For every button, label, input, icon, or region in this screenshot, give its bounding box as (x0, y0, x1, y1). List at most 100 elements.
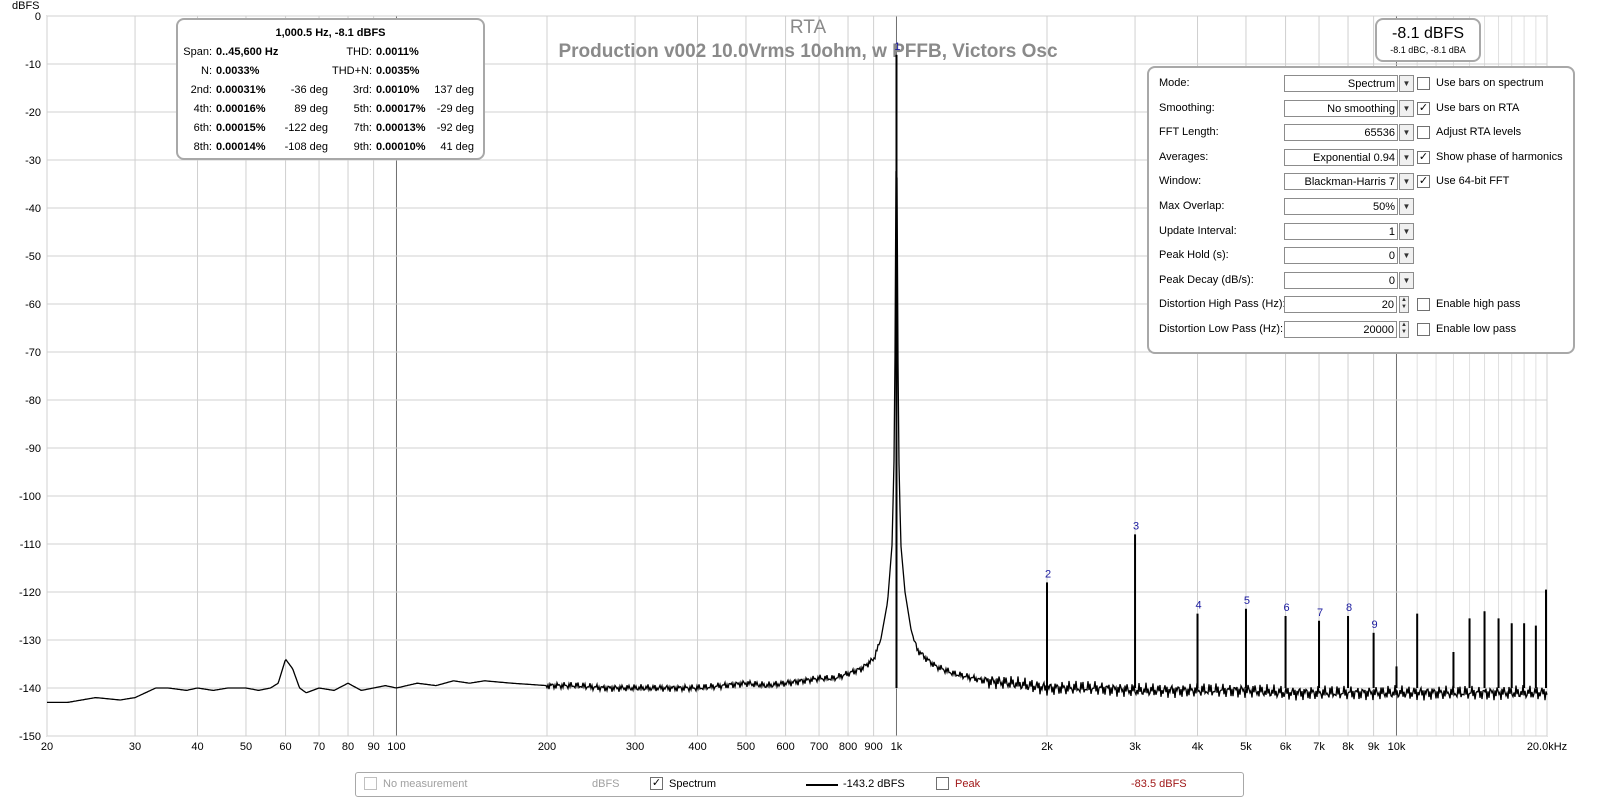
spinner-arrows-icon[interactable]: ▲ ▼ (1399, 321, 1409, 338)
spinner-arrows-icon[interactable]: ▲ ▼ (1399, 296, 1409, 314)
harmonic-marker-label: 3 (1133, 520, 1139, 532)
setting-dropdown[interactable]: No smoothing (1284, 99, 1398, 117)
chevron-down-icon[interactable]: ▼ (1399, 198, 1414, 215)
setting-dropdown[interactable]: 0 (1284, 271, 1398, 289)
harmonic-level: 0.00016% (216, 103, 266, 115)
x-tick-label: 8k (1342, 741, 1354, 753)
spectrum-checkbox[interactable]: ✓ (650, 777, 663, 790)
x-tick-label: 2k (1041, 741, 1053, 753)
setting-dropdown[interactable]: Spectrum (1284, 75, 1398, 92)
harmonic-phase: 137 deg (434, 84, 474, 96)
distortion-info-panel[interactable]: 1,000.5 Hz, -8.1 dBFS Span: 0..45,600 Hz… (176, 18, 485, 160)
settings-checkbox[interactable] (1417, 77, 1430, 90)
x-tick-label: 6k (1280, 741, 1292, 753)
x-tick-label: 9k (1368, 741, 1380, 753)
x-tick-label: 500 (737, 741, 755, 753)
chevron-down-icon[interactable]: ▼ (1399, 271, 1414, 289)
x-tick-label: 4k (1192, 741, 1204, 753)
harmonic-marker-label: 1 (894, 41, 900, 53)
y-tick-label: -120 (19, 587, 41, 599)
peak-label: Peak (955, 778, 981, 790)
y-tick-label: -80 (25, 395, 41, 407)
harmonic-marker-label: 7 (1317, 607, 1323, 619)
checkbox-label: Use 64-bit FFT (1436, 175, 1510, 188)
x-tick-label: 7k (1313, 741, 1325, 753)
noise-label: N: (201, 65, 212, 77)
setting-dropdown[interactable]: 0 (1284, 247, 1398, 265)
harmonic-marker-label: 2 (1045, 568, 1051, 580)
chevron-down-icon[interactable]: ▼ (1399, 173, 1414, 191)
harmonic-phase: 41 deg (440, 141, 474, 153)
setting-label: Window: (1159, 175, 1202, 188)
harmonic-phase: -108 deg (284, 141, 328, 153)
settings-checkbox[interactable] (1417, 298, 1430, 312)
x-tick-label: 300 (626, 741, 644, 753)
harmonic-marker-label: 8 (1346, 602, 1352, 614)
checkbox-label: Enable low pass (1436, 323, 1517, 335)
setting-label: Max Overlap: (1159, 200, 1225, 212)
harmonic-label: 7th: (353, 122, 372, 134)
spectrum-label: Spectrum (669, 778, 717, 790)
x-tick-label: 60 (279, 741, 291, 753)
setting-spinner-input[interactable]: 20 (1284, 296, 1397, 314)
settings-checkbox[interactable] (1417, 323, 1430, 336)
y-tick-label: -150 (19, 731, 41, 743)
x-tick-label: 70 (313, 741, 325, 753)
harmonic-label: 6th: (193, 122, 212, 134)
chevron-down-icon[interactable]: ▼ (1399, 75, 1414, 92)
chart-title: RTA (790, 17, 827, 38)
chevron-down-icon[interactable]: ▼ (1399, 124, 1414, 142)
y-tick-label: -130 (19, 635, 41, 647)
harmonic-label: 5th: (353, 103, 372, 115)
y-tick-label: -50 (25, 251, 41, 263)
x-tick-label: 100 (387, 741, 405, 753)
setting-label: Distortion Low Pass (Hz): (1159, 323, 1284, 335)
harmonic-level: 0.00017% (376, 103, 426, 115)
harmonic-level: 0.00013% (376, 122, 426, 134)
chevron-down-icon[interactable]: ▼ (1399, 148, 1414, 166)
y-tick-label: -20 (25, 107, 41, 119)
chevron-down-icon[interactable]: ▼ (1399, 247, 1414, 265)
settings-checkbox[interactable] (1417, 126, 1430, 140)
chevron-down-icon[interactable]: ▼ (1399, 99, 1414, 117)
y-tick-label: -110 (20, 539, 41, 551)
setting-dropdown[interactable]: 50% (1284, 198, 1398, 215)
chevron-down-icon[interactable]: ▼ (1399, 222, 1414, 240)
harmonic-level: 0.00010% (376, 141, 426, 153)
level-main: -8.1 dBFS (1391, 25, 1465, 42)
y-tick-label: -90 (25, 443, 41, 455)
settings-checkbox[interactable]: ✓ (1417, 150, 1430, 164)
x-tick-label: 900 (864, 741, 882, 753)
peak-checkbox[interactable] (936, 777, 949, 790)
x-tick-label: 30 (129, 741, 141, 753)
chart-subtitle: Production v002 10.0Vrms 10ohm, w PFFB, … (558, 41, 1058, 62)
settings-checkbox[interactable]: ✓ (1417, 175, 1430, 189)
span-value: 0..45,600 Hz (216, 46, 279, 58)
setting-dropdown[interactable]: 1 (1284, 222, 1398, 240)
checkbox-label: Use bars on RTA (1436, 101, 1520, 114)
span-label: Span: (183, 46, 212, 58)
harmonic-level: 0.00015% (216, 122, 266, 134)
thdn-value: 0.0035% (376, 65, 420, 77)
x-tick-label: 200 (538, 741, 556, 753)
checkbox-label: Show phase of harmonics (1436, 150, 1563, 163)
x-tick-label: 90 (367, 741, 379, 753)
fundamental-readout: 1,000.5 Hz, -8.1 dBFS (275, 27, 386, 39)
x-tick-label: 10k (1388, 741, 1406, 753)
setting-label: Distortion High Pass (Hz): (1159, 298, 1286, 311)
x-tick-label: 20 (41, 741, 53, 753)
spectrum-swatch (806, 784, 838, 786)
setting-spinner-input[interactable]: 20000 (1284, 321, 1397, 338)
harmonic-label: 8th: (193, 141, 212, 153)
settings-checkbox[interactable]: ✓ (1417, 101, 1430, 115)
harmonic-marker-label: 5 (1244, 595, 1250, 607)
harmonic-phase: 89 deg (294, 103, 328, 115)
setting-dropdown[interactable]: Blackman-Harris 7 (1284, 173, 1398, 191)
harmonic-phase: -122 deg (284, 122, 328, 134)
spectrum-trace (47, 171, 1548, 704)
y-tick-label: 0 (35, 11, 41, 23)
setting-dropdown[interactable]: 65536 (1284, 124, 1398, 142)
setting-dropdown[interactable]: Exponential 0.94 (1284, 148, 1398, 166)
no-measurement-checkbox[interactable] (364, 777, 377, 790)
y-tick-label: -10 (25, 59, 41, 71)
